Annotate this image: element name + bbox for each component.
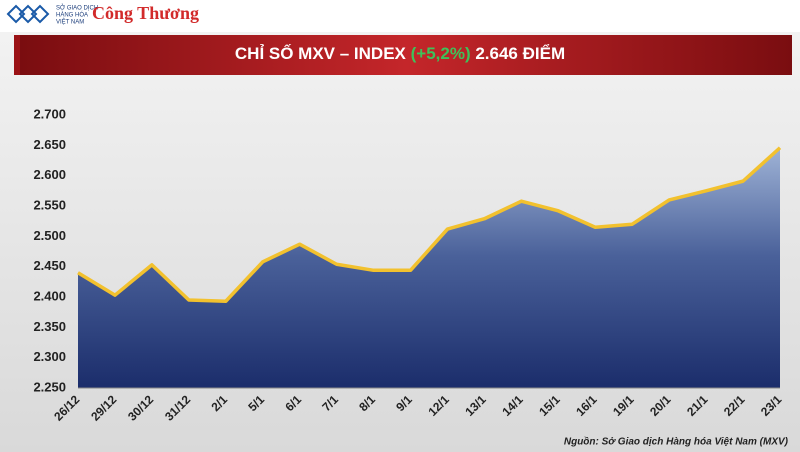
source: Nguồn: Sở Giao dịch Hàng hóa Việt Nam (M… [564,436,789,448]
y-tick-label: 2.400 [33,288,66,303]
title-band [20,35,792,75]
y-tick-label: 2.300 [33,349,66,364]
y-tick-label: 2.700 [33,106,66,121]
y-tick-label: 2.500 [33,228,66,243]
y-tick-label: 2.250 [33,379,66,394]
y-tick-label: 2.350 [33,319,66,334]
y-tick-label: 2.450 [33,258,66,273]
logo-bar [0,0,800,32]
area [78,147,780,388]
logo-line: SỞ GIAO DỊCH [56,5,98,12]
logo-line: HÀNG HÓA [56,12,88,19]
logo-mxv: SỞ GIAO DỊCH HÀNG HÓA VIỆT NAM [6,5,98,26]
brand: Công Thương [92,3,199,23]
logo-line: VIỆT NAM [56,18,84,26]
line [77,146,782,303]
title-value: 2.646 ĐIỂM [475,44,565,63]
y-tick-label: 2.650 [33,137,66,152]
title-change: (+5,2%) [411,44,471,63]
y-tick-label: 2.600 [33,167,66,182]
y-tick-label: 2.550 [33,197,66,212]
chart-title: CHỈ SỐ MXV – INDEX (+5,2%) 2.646 ĐIỂM [235,43,565,63]
title-text: CHỈ SỐ MXV – INDEX [235,43,407,63]
band-edge [14,35,20,75]
